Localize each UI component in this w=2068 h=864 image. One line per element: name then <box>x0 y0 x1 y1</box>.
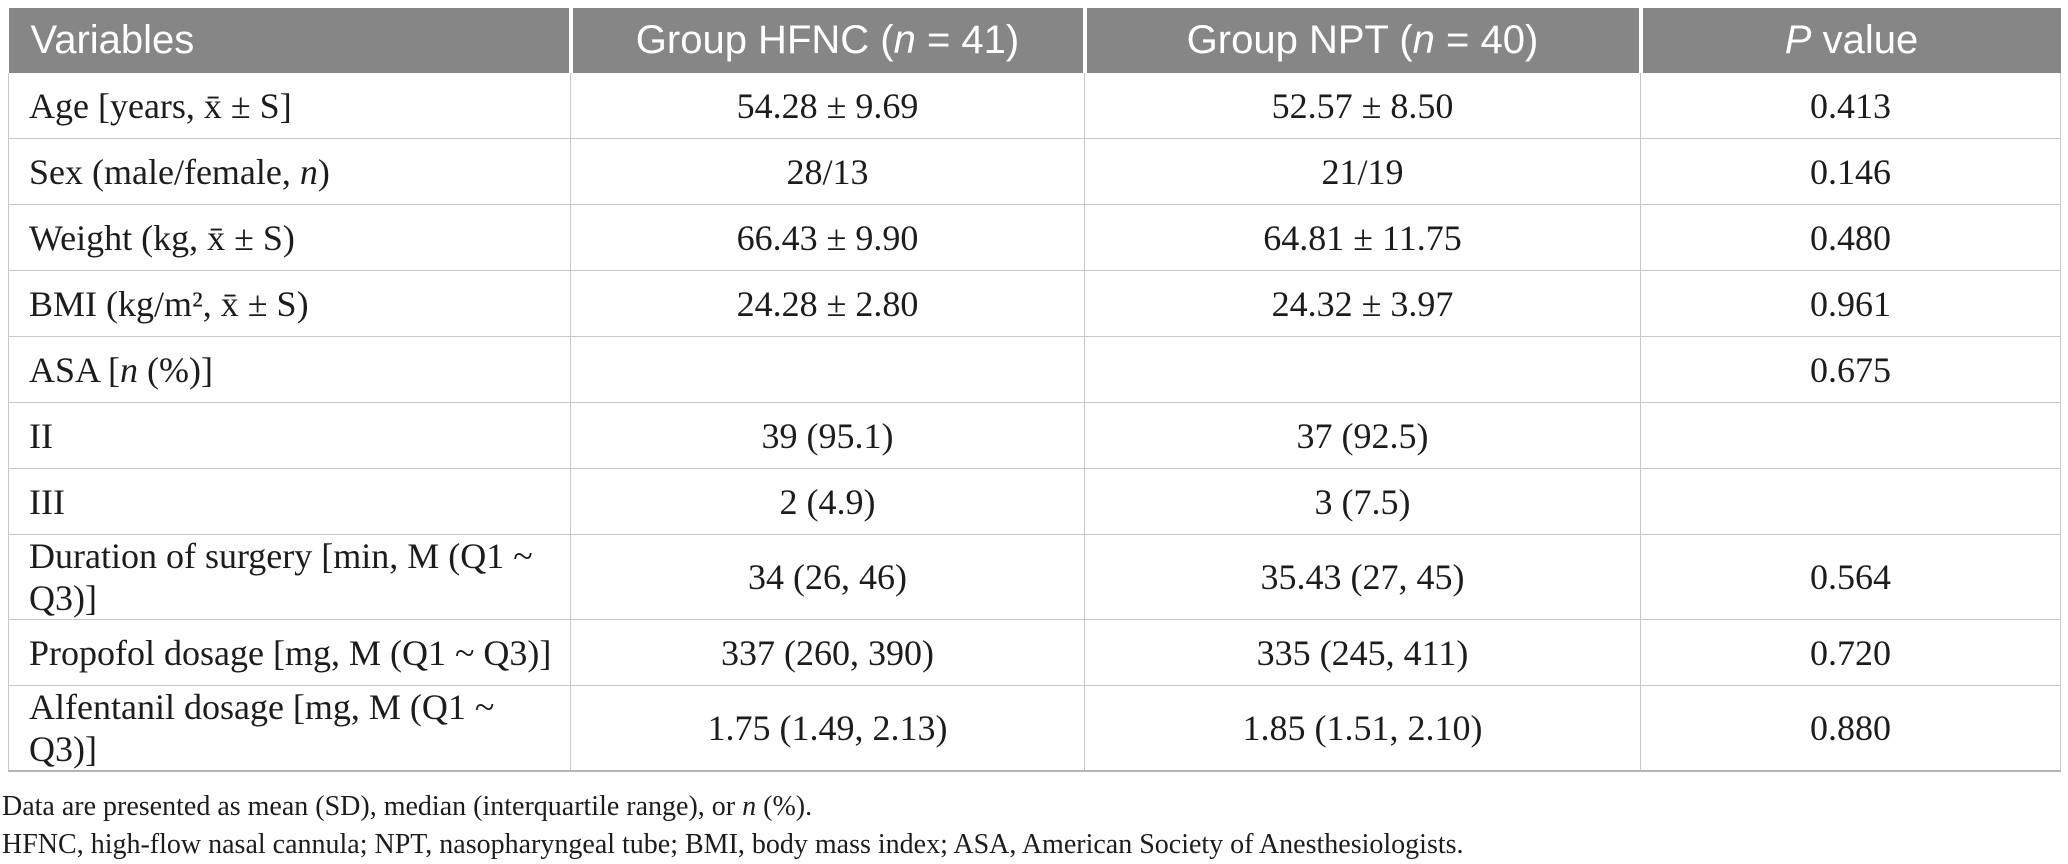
hfnc-value-cell: 2 (4.9) <box>570 468 1085 535</box>
header-text: Variables <box>30 18 195 62</box>
hfnc-value-cell: 337 (260, 390) <box>570 619 1085 686</box>
table-footnotes: Data are presented as mean (SD), median … <box>2 788 2060 864</box>
label-text: ) <box>317 151 330 192</box>
p-value-cell: 0.675 <box>1640 336 2061 403</box>
footnote-text: (%). <box>756 791 813 822</box>
label-text: Age [years, x̄ ± S] <box>29 85 292 126</box>
table-body: Age [years, x̄ ± S] 54.28 ± 9.69 52.57 ±… <box>8 73 2061 771</box>
p-value-cell <box>1640 402 2061 469</box>
header-text: = 40) <box>1434 18 1539 62</box>
header-group-npt: Group NPT (n = 40) <box>1082 8 1641 73</box>
table-row-propofol: Propofol dosage [mg, M (Q1 ~ Q3)] 337 (2… <box>8 619 2061 686</box>
italic-n: n <box>120 349 139 390</box>
header-text: Group NPT ( <box>1186 18 1413 62</box>
footnote-text: Data are presented as mean (SD), median … <box>2 791 743 822</box>
npt-value-cell: 52.57 ± 8.50 <box>1084 73 1641 139</box>
npt-value-cell: 35.43 (27, 45) <box>1084 534 1641 620</box>
p-value-cell <box>1640 468 2061 535</box>
table-row-bmi: BMI (kg/m², x̄ ± S) 24.28 ± 2.80 24.32 ±… <box>8 270 2061 337</box>
table-row-age: Age [years, x̄ ± S] 54.28 ± 9.69 52.57 ±… <box>8 73 2061 139</box>
paper-table-figure: Variables Group HFNC (n = 41) Group NPT … <box>0 8 2068 860</box>
italic-n: n <box>893 18 916 62</box>
hfnc-value-cell: 28/13 <box>570 138 1085 205</box>
label-text: Sex (male/female, <box>29 151 300 192</box>
hfnc-value-cell: 1.75 (1.49, 2.13) <box>570 685 1085 771</box>
baseline-characteristics-table: Variables Group HFNC (n = 41) Group NPT … <box>8 8 2061 772</box>
table-row-alfentanil: Alfentanil dosage [mg, M (Q1 ~ Q3)] 1.75… <box>8 685 2061 771</box>
p-value-cell: 0.413 <box>1640 73 2061 139</box>
header-p-value: P value <box>1638 8 2061 73</box>
npt-value-cell: 335 (245, 411) <box>1084 619 1641 686</box>
hfnc-value-cell <box>570 336 1085 403</box>
p-value-cell: 0.880 <box>1640 685 2061 771</box>
npt-value-cell: 37 (92.5) <box>1084 402 1641 469</box>
p-value-cell: 0.961 <box>1640 270 2061 337</box>
table-row-duration: Duration of surgery [min, M (Q1 ~ Q3)] 3… <box>8 534 2061 620</box>
row-label-cell: III <box>8 468 571 535</box>
label-text: Weight (kg, x̄ ± S) <box>29 217 295 258</box>
header-variables: Variables <box>8 8 571 73</box>
p-value-cell: 0.146 <box>1640 138 2061 205</box>
label-text: III <box>29 481 65 522</box>
hfnc-value-cell: 34 (26, 46) <box>570 534 1085 620</box>
footnote-data-presentation: Data are presented as mean (SD), median … <box>2 788 2060 826</box>
label-text: Propofol dosage [mg, M (Q1 ~ Q3)] <box>29 632 552 673</box>
italic-n: n <box>299 151 318 192</box>
footnote-text: HFNC, high-flow nasal cannula; NPT, naso… <box>2 829 1464 860</box>
hfnc-value-cell: 39 (95.1) <box>570 402 1085 469</box>
header-text: value <box>1811 18 1919 62</box>
table-row-asa: ASA [n (%)] 0.675 <box>8 336 2061 403</box>
table-header-row: Variables Group HFNC (n = 41) Group NPT … <box>8 8 2061 73</box>
p-value-cell: 0.564 <box>1640 534 2061 620</box>
table-header: Variables Group HFNC (n = 41) Group NPT … <box>8 8 2061 73</box>
row-label-cell: Weight (kg, x̄ ± S) <box>8 204 571 271</box>
header-text: = 41) <box>915 18 1020 62</box>
p-value-cell: 0.720 <box>1640 619 2061 686</box>
hfnc-value-cell: 24.28 ± 2.80 <box>570 270 1085 337</box>
row-label-cell: Duration of surgery [min, M (Q1 ~ Q3)] <box>8 534 571 620</box>
npt-value-cell: 21/19 <box>1084 138 1641 205</box>
header-group-hfnc: Group HFNC (n = 41) <box>568 8 1085 73</box>
npt-value-cell: 3 (7.5) <box>1084 468 1641 535</box>
label-text: Alfentanil dosage [mg, M (Q1 ~ Q3)] <box>29 687 495 769</box>
row-label-cell: II <box>8 402 571 469</box>
npt-value-cell: 24.32 ± 3.97 <box>1084 270 1641 337</box>
table-row-asa-ii: II 39 (95.1) 37 (92.5) <box>8 402 2061 469</box>
label-text: ASA [ <box>29 349 121 390</box>
p-value-cell: 0.480 <box>1640 204 2061 271</box>
italic-n: n <box>742 791 757 822</box>
header-text: Group HFNC ( <box>635 18 894 62</box>
hfnc-value-cell: 54.28 ± 9.69 <box>570 73 1085 139</box>
label-text: (%)] <box>138 349 213 390</box>
row-label-cell: Alfentanil dosage [mg, M (Q1 ~ Q3)] <box>8 685 571 771</box>
row-label-cell: Propofol dosage [mg, M (Q1 ~ Q3)] <box>8 619 571 686</box>
npt-value-cell: 1.85 (1.51, 2.10) <box>1084 685 1641 771</box>
row-label-cell: BMI (kg/m², x̄ ± S) <box>8 270 571 337</box>
label-text: Duration of surgery [min, M (Q1 ~ Q3)] <box>29 536 533 618</box>
footnote-abbreviations: HFNC, high-flow nasal cannula; NPT, naso… <box>2 826 2060 864</box>
label-text: BMI (kg/m², x̄ ± S) <box>29 283 309 324</box>
row-label-cell: Age [years, x̄ ± S] <box>8 73 571 139</box>
row-label-cell: ASA [n (%)] <box>8 336 571 403</box>
row-label-cell: Sex (male/female, n) <box>8 138 571 205</box>
italic-p: P <box>1784 18 1812 62</box>
table-row-weight: Weight (kg, x̄ ± S) 66.43 ± 9.90 64.81 ±… <box>8 204 2061 271</box>
table-row-asa-iii: III 2 (4.9) 3 (7.5) <box>8 468 2061 535</box>
npt-value-cell <box>1084 336 1641 403</box>
npt-value-cell: 64.81 ± 11.75 <box>1084 204 1641 271</box>
hfnc-value-cell: 66.43 ± 9.90 <box>570 204 1085 271</box>
italic-n: n <box>1412 18 1435 62</box>
label-text: II <box>29 415 53 456</box>
table-row-sex: Sex (male/female, n) 28/13 21/19 0.146 <box>8 138 2061 205</box>
